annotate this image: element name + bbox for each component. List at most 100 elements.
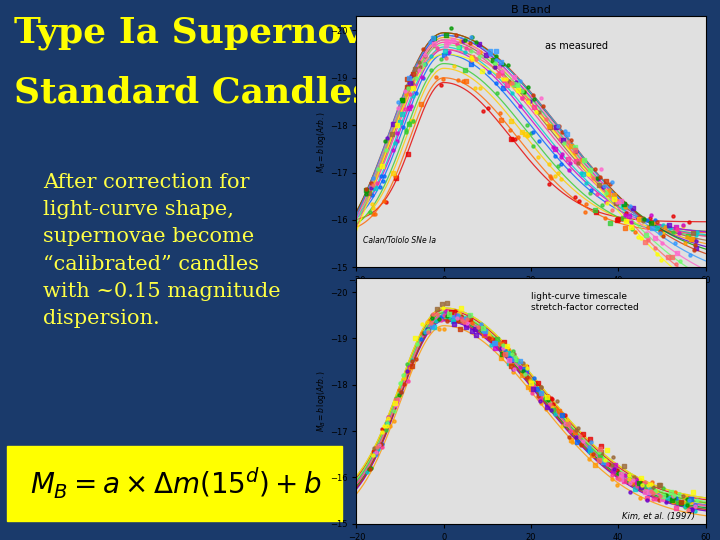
Point [573,197,585,205]
Point [440,31,451,40]
Point [527,385,539,394]
Point [615,470,626,478]
Point [361,184,372,193]
Point [616,473,627,482]
Point [569,193,580,201]
Point [649,243,661,252]
Point [595,165,606,173]
Point [495,61,506,70]
Point [653,496,665,504]
Point [583,443,595,452]
Point [380,426,392,434]
Point [475,320,487,328]
Point [436,300,447,308]
Point [492,71,503,80]
Text: After correction for
light-curve shape,
supernovae become
“calibrated” candles
w: After correction for light-curve shape, … [43,173,281,328]
Point [394,386,405,395]
Point [455,37,467,45]
Point [390,400,402,408]
Point [375,440,387,449]
Point [619,223,631,232]
Point [577,437,588,446]
Point [367,181,379,190]
Point [683,497,695,505]
Point [465,46,477,55]
Point [624,488,636,496]
Point [366,199,378,208]
Point [633,479,644,488]
Point [522,131,534,139]
Point [376,172,387,181]
Point [518,87,530,96]
Point [507,79,518,87]
Point [407,91,418,100]
Point [365,184,377,193]
Point [540,114,552,123]
Point [418,329,430,338]
Point [519,370,531,379]
Point [374,183,385,191]
Point [664,224,675,232]
Point [382,413,394,422]
Point [527,142,539,151]
Point [438,311,450,320]
Point [474,48,486,56]
Point [521,363,533,372]
Point [519,369,531,378]
Point [418,73,429,82]
Point [397,370,409,379]
Point [407,84,418,92]
Point [485,47,496,56]
Point [570,148,581,157]
Point [678,222,689,231]
Point [549,410,560,418]
Point [455,313,467,322]
Point [428,40,439,49]
Point [506,89,518,97]
Text: light-curve timescale
stretch-factor corrected: light-curve timescale stretch-factor cor… [531,292,639,312]
Point [585,166,596,174]
Point [608,465,619,474]
Point [510,78,521,87]
Point [682,495,693,503]
Point [563,433,575,441]
Point [621,217,632,225]
Point [459,48,471,56]
Point [667,498,679,507]
Point [461,322,472,330]
Point [597,457,608,466]
Point [555,175,567,184]
Point [517,94,528,103]
Point [497,349,508,358]
Point [487,56,498,64]
Point [611,215,622,224]
Point [647,484,659,492]
Point [465,53,477,62]
Point [547,399,559,408]
Point [643,487,654,496]
Point [597,200,608,209]
Point [682,505,693,514]
Point [615,475,626,483]
Point [439,307,451,315]
Point [387,146,399,154]
Point [690,244,702,252]
Point [426,65,437,74]
Point [415,335,427,343]
Point [608,191,620,199]
Point [394,379,405,387]
Point [611,474,623,483]
Point [449,320,460,328]
Point [514,357,526,366]
Point [369,450,381,458]
Point [672,249,683,258]
Point [502,349,513,357]
Point [389,399,400,407]
Point [447,316,459,325]
Point [536,389,547,398]
Point [491,339,503,347]
Point [410,74,421,83]
Point [654,229,665,238]
Point [625,223,636,232]
Point [599,214,611,222]
